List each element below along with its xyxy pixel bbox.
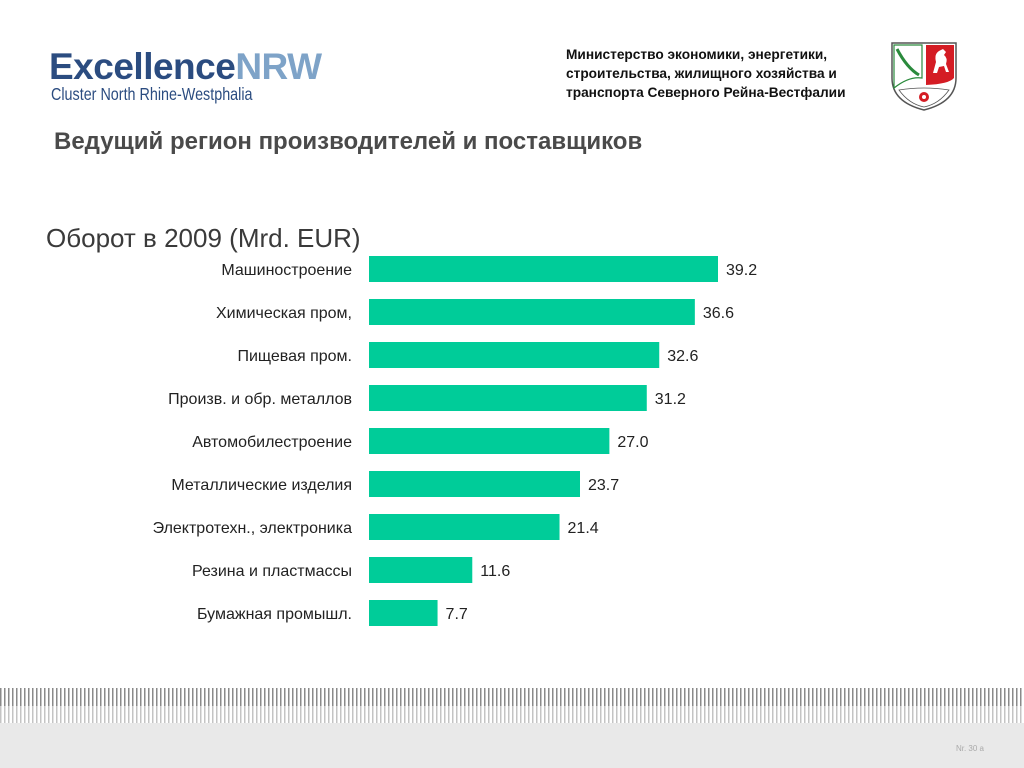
bar xyxy=(369,600,438,626)
category-label: Резина и пластмассы xyxy=(192,563,352,580)
logo-wordmark: ExcellenceNRW xyxy=(49,46,322,88)
bar xyxy=(369,342,660,368)
slide-heading: Ведущий регион производителей и поставщи… xyxy=(54,128,643,155)
bar xyxy=(369,299,695,325)
bar xyxy=(369,385,647,411)
footer-bar xyxy=(0,723,1024,768)
footer-barcode-dark xyxy=(0,688,1024,706)
chart-title: Оборот в 2009 (Mrd. EUR) xyxy=(46,223,361,253)
footer-barcode-light xyxy=(0,706,1024,723)
bar xyxy=(369,557,473,583)
category-label: Машиностроение xyxy=(221,262,352,279)
logo-wordmark-part1: Excellence xyxy=(49,46,236,87)
ministry-name: Министерство экономики, энергетики, стро… xyxy=(566,47,846,100)
value-label: 36.6 xyxy=(703,305,734,322)
category-label: Металлические изделия xyxy=(171,477,352,494)
excellence-nrw-logo: ExcellenceNRW Cluster North Rhine-Westph… xyxy=(49,46,322,108)
turnover-bar-chart: Оборот в 2009 (Mrd. EUR) Машиностроение 39… xyxy=(46,223,757,626)
value-label: 27.0 xyxy=(617,434,648,451)
category-label: Химическая пром, xyxy=(216,305,352,322)
bar xyxy=(369,514,560,540)
category-label: Бумажная промышл. xyxy=(197,606,352,623)
value-label: 31.2 xyxy=(655,391,686,408)
value-label: 11.6 xyxy=(480,563,510,580)
logo-wordmark-part2: NRW xyxy=(235,46,322,87)
value-label: 32.6 xyxy=(667,348,698,365)
bar xyxy=(369,428,610,454)
logo-subtitle: Cluster North Rhine-Westphalia xyxy=(51,84,253,104)
category-label: Пищевая пром. xyxy=(237,348,352,365)
nrw-crest-icon xyxy=(891,42,957,111)
bar xyxy=(369,256,718,282)
value-label: 21.4 xyxy=(568,520,599,537)
value-label: 7.7 xyxy=(446,606,468,623)
bar xyxy=(369,471,581,497)
value-label: 39.2 xyxy=(726,262,757,279)
category-label: Автомобилестроение xyxy=(192,434,352,451)
slide-number: Nr. 30 a xyxy=(955,744,984,753)
category-label: Произв. и обр. металлов xyxy=(168,391,352,408)
category-label: Электротехн., электроника xyxy=(153,520,353,537)
value-label: 23.7 xyxy=(588,477,619,494)
